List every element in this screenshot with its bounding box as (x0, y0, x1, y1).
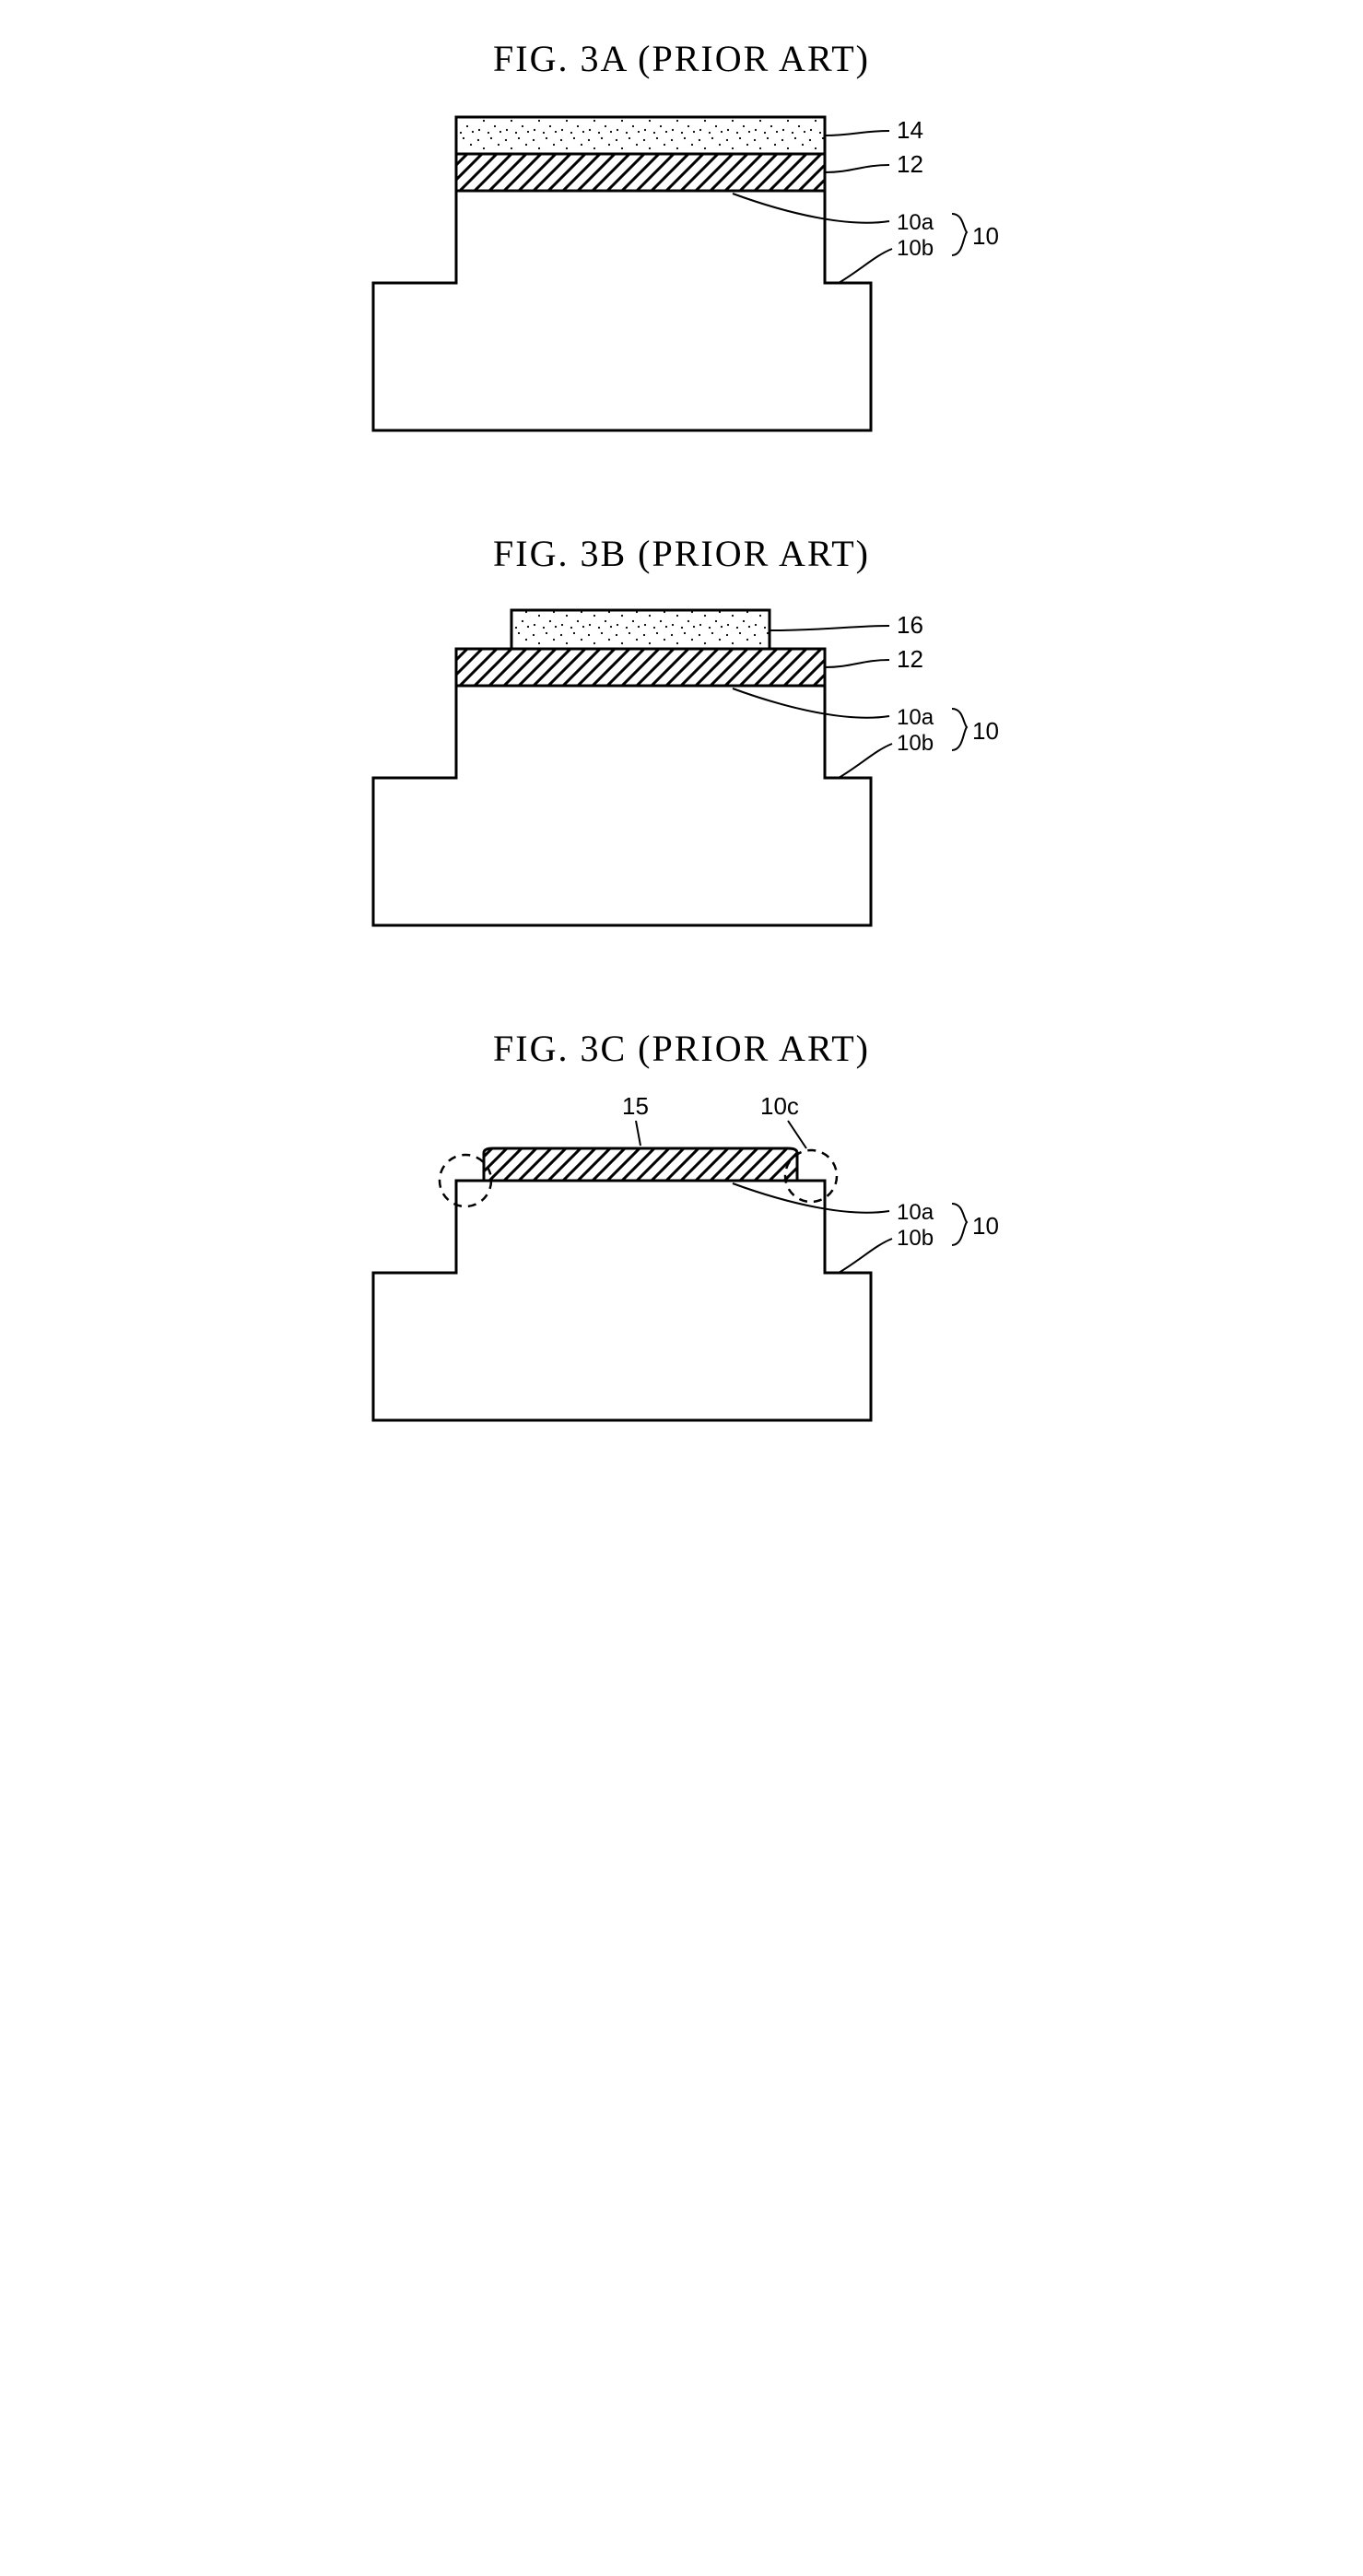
leader-12 (825, 660, 889, 667)
leader-10b (839, 1239, 892, 1273)
label-12: 12 (897, 645, 923, 673)
label-10: 10 (972, 1212, 999, 1240)
leader-12 (825, 165, 889, 172)
brace-10 (952, 1204, 967, 1245)
label-10b: 10b (897, 731, 934, 756)
figure-3b-title: FIG. 3B (PRIOR ART) (313, 532, 1051, 575)
layer-15 (484, 1148, 797, 1181)
figure-3a-svg: 14 12 10a 10b 10 (336, 108, 1028, 449)
substrate-10 (373, 1181, 871, 1420)
layer-12 (456, 154, 825, 191)
figure-3a: FIG. 3A (PRIOR ART) (313, 37, 1051, 449)
label-10b: 10b (897, 236, 934, 261)
label-10: 10 (972, 222, 999, 250)
leader-15 (636, 1121, 640, 1146)
substrate-10 (373, 191, 871, 430)
figure-3c-title: FIG. 3C (PRIOR ART) (313, 1027, 1051, 1070)
label-10a: 10a (897, 210, 934, 235)
brace-10 (952, 709, 967, 750)
label-10b: 10b (897, 1226, 934, 1251)
leader-10b (839, 249, 892, 283)
layer-12 (456, 649, 825, 686)
leader-16 (770, 626, 889, 630)
label-14: 14 (897, 116, 923, 144)
label-15: 15 (622, 1098, 649, 1120)
figure-3a-title: FIG. 3A (PRIOR ART) (313, 37, 1051, 80)
figure-3c-svg: 15 10c 10a 10b 10 (336, 1098, 1028, 1439)
label-10a: 10a (897, 1200, 934, 1225)
layer-16 (511, 610, 770, 649)
label-16: 16 (897, 611, 923, 639)
label-10: 10 (972, 717, 999, 745)
brace-10 (952, 214, 967, 255)
substrate-10 (373, 686, 871, 925)
layer-14 (456, 117, 825, 154)
label-12: 12 (897, 150, 923, 178)
leader-10b (839, 744, 892, 778)
label-10c: 10c (760, 1098, 799, 1120)
leader-14 (825, 131, 889, 135)
figure-3c: FIG. 3C (PRIOR ART) 15 10c (313, 1027, 1051, 1439)
label-10a: 10a (897, 705, 934, 730)
figure-container: FIG. 3A (PRIOR ART) (313, 37, 1051, 1439)
figure-3b: FIG. 3B (PRIOR ART) (313, 532, 1051, 944)
figure-3b-svg: 16 12 10a 10b 10 (336, 603, 1028, 944)
leader-10c (788, 1121, 806, 1148)
